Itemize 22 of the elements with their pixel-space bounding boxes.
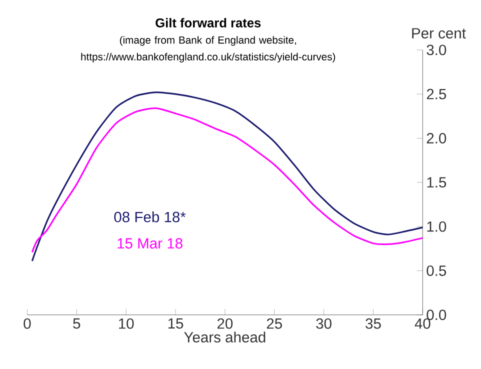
- x-tick-label: 30: [316, 318, 332, 329]
- x-axis-title: Years ahead: [184, 332, 266, 343]
- y-tick-label: 1.5: [427, 177, 446, 188]
- x-tick-label: 10: [119, 318, 134, 329]
- y-axis-title: Per cent: [412, 28, 466, 39]
- chart-subtitle: (image from Bank of England website, https://www.bankofengland.co.uk/statistics/yield-curves): [81, 36, 336, 63]
- x-tick-label: 40: [414, 318, 430, 329]
- y-tick-label: 3.0: [426, 44, 446, 56]
- y-tick-label: 1.0: [427, 221, 446, 232]
- x-tick-label: 5: [73, 318, 80, 329]
- text: 15 Mar 18: [118, 238, 182, 249]
- y-tick-label: 0.0: [426, 310, 446, 320]
- text: 08 Feb 18*: [114, 212, 186, 222]
- x-tick-label: 20: [217, 318, 233, 329]
- x-tick-label: 25: [266, 318, 282, 329]
- chart-title: Gilt forward rates: [156, 18, 261, 28]
- x-tick-label: 0: [24, 318, 31, 329]
- x-tick-label: 35: [366, 318, 381, 329]
- y-tick-label: 2.5: [426, 88, 446, 100]
- x-tick-label: 15: [168, 318, 184, 329]
- y-tick-label: 2.0: [426, 133, 446, 144]
- y-tick-label: 0.5: [426, 266, 446, 276]
